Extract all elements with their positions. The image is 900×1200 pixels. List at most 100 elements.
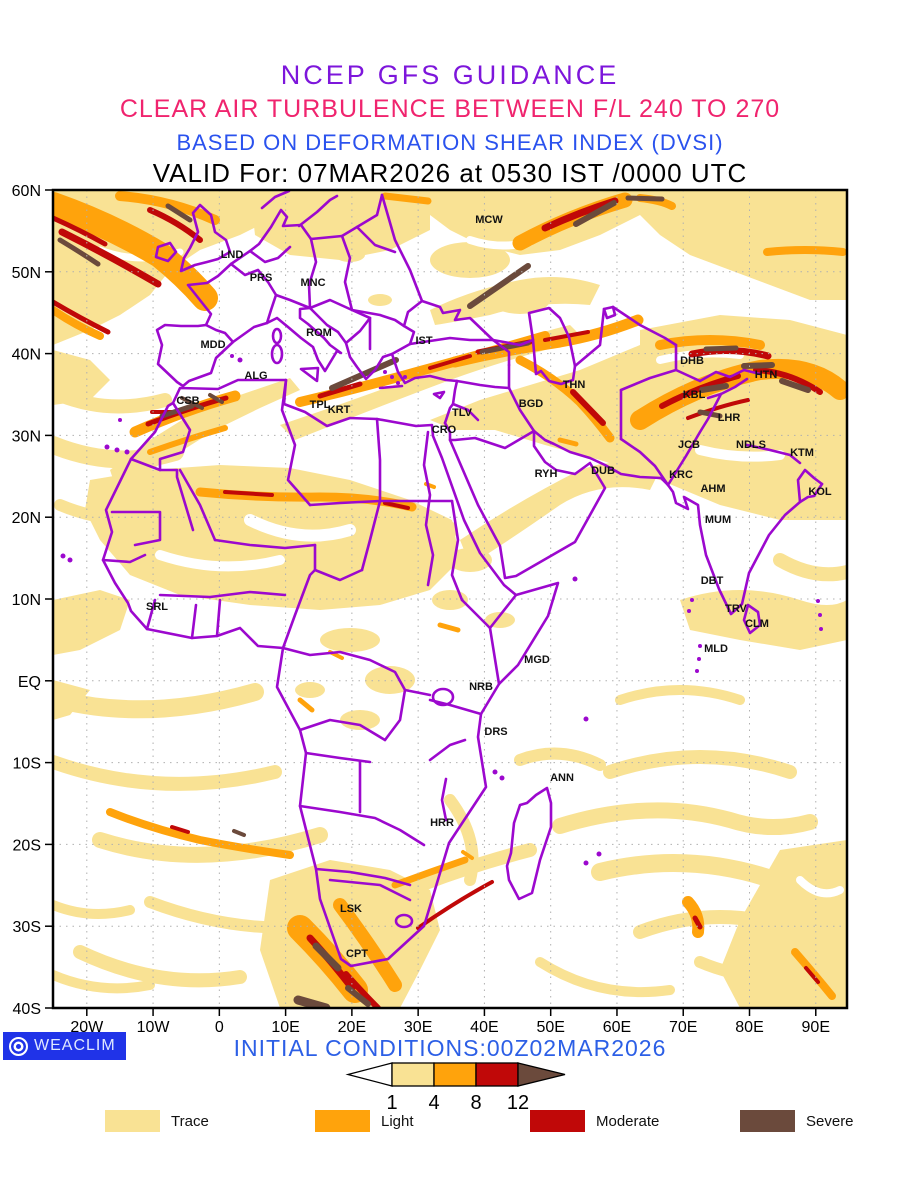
- lat-axis-label: 40S: [13, 1001, 41, 1018]
- colorbar-tick: 4: [428, 1092, 439, 1114]
- station-label-krt: KRT: [328, 404, 351, 416]
- lat-axis-label: 10N: [12, 592, 41, 609]
- station-label-mdd: MDD: [200, 339, 225, 351]
- station-label-krc: KRC: [669, 469, 693, 481]
- boundary-layer: [60, 190, 824, 968]
- lat-axis-label: 30N: [12, 428, 41, 445]
- station-label-prs: PRS: [250, 272, 273, 284]
- lat-axis-label: 20S: [13, 837, 41, 854]
- lon-axis-label: 20W: [70, 1019, 104, 1036]
- legend-label-light: Light: [381, 1112, 414, 1130]
- lon-axis-label: 40E: [470, 1019, 498, 1036]
- island-dots: [60, 354, 823, 866]
- lon-axis-label: 60E: [603, 1019, 631, 1036]
- weaclim-logo-label: WEACLIM: [34, 1037, 116, 1054]
- lat-axis-label: 20N: [12, 510, 41, 527]
- station-label-srl: SRL: [146, 601, 168, 613]
- station-label-ist: IST: [415, 335, 432, 347]
- colorbar-right-arrow: [517, 1062, 566, 1087]
- station-label-trv: TRV: [725, 603, 747, 615]
- station-label-lsk: LSK: [340, 903, 362, 915]
- station-label-ann: ANN: [550, 772, 574, 784]
- colorbar-cell-trace: [391, 1062, 435, 1087]
- legend-swatch-moderate: [530, 1110, 585, 1132]
- station-label-clm: CLM: [745, 618, 769, 630]
- axis-ticks: [45, 189, 817, 1016]
- station-label-dbt: DBT: [701, 575, 724, 587]
- colorbar-cell-moderate: [475, 1062, 519, 1087]
- station-label-rom: ROM: [306, 327, 332, 339]
- legend-item-light: Light: [315, 1110, 414, 1132]
- station-label-mum: MUM: [705, 514, 731, 526]
- station-label-ktm: KTM: [790, 447, 814, 459]
- legend-item-trace: Trace: [105, 1110, 209, 1132]
- station-label-cpt: CPT: [346, 948, 368, 960]
- legend-label-severe: Severe: [806, 1112, 854, 1130]
- station-label-jcb: JCB: [678, 439, 700, 451]
- severity-legend: Trace Light Moderate Severe: [0, 1110, 900, 1140]
- station-label-mld: MLD: [704, 643, 728, 655]
- lat-axis-label: 40N: [12, 347, 41, 364]
- lon-axis-label: 50E: [536, 1019, 564, 1036]
- station-label-ryh: RYH: [535, 468, 558, 480]
- station-label-cro: CRO: [432, 424, 457, 436]
- station-label-ahm: AHM: [700, 483, 725, 495]
- legend-swatch-severe: [740, 1110, 795, 1132]
- station-label-ndls: NDLS: [736, 439, 766, 451]
- lat-axis-label: 60N: [12, 183, 41, 200]
- lon-axis-label: 10E: [271, 1019, 299, 1036]
- lon-axis-label: 30E: [404, 1019, 432, 1036]
- station-label-mgd: MGD: [524, 654, 550, 666]
- station-label-drs: DRS: [484, 726, 507, 738]
- lon-axis-label: 70E: [669, 1019, 697, 1036]
- legend-swatch-trace: [105, 1110, 160, 1132]
- title-model: NCEP GFS GUIDANCE: [280, 60, 620, 90]
- lat-axis-label: 10S: [13, 756, 41, 773]
- station-label-mcw: MCW: [475, 214, 503, 226]
- station-label-htn: HTN: [755, 369, 778, 381]
- station-label-tlv: TLV: [452, 407, 473, 419]
- title-product: CLEAR AIR TURBULENCE BETWEEN F/L 240 TO …: [119, 95, 781, 123]
- station-label-kol: KOL: [808, 486, 832, 498]
- title-valid-time: VALID For: 07MAR2026 at 0530 IST /0000 U…: [152, 158, 748, 188]
- weaclim-ring-icon: [9, 1036, 28, 1056]
- station-label-mnc: MNC: [300, 277, 325, 289]
- lat-axis-label: 50N: [12, 265, 41, 282]
- lon-axis-label: 90E: [802, 1019, 830, 1036]
- station-label-dhb: DHB: [680, 355, 704, 367]
- colorbar-tick: 8: [470, 1092, 481, 1114]
- station-label-kbl: KBL: [683, 389, 706, 401]
- legend-label-moderate: Moderate: [596, 1112, 660, 1130]
- legend-label-trace: Trace: [171, 1112, 209, 1130]
- station-label-lhr: LHR: [718, 412, 741, 424]
- colorbar-cell-light: [433, 1062, 477, 1087]
- station-label-nrb: NRB: [469, 681, 493, 693]
- legend-item-severe: Severe: [740, 1110, 854, 1132]
- title-method: BASED ON DEFORMATION SHEAR INDEX (DVSI): [176, 130, 724, 155]
- legend-swatch-light: [315, 1110, 370, 1132]
- station-label-hrr: HRR: [430, 817, 454, 829]
- lon-axis-label: 0: [215, 1019, 224, 1036]
- lon-axis-label: 10W: [137, 1019, 171, 1036]
- lat-axis-label: 30S: [13, 919, 41, 936]
- initial-conditions-text: INITIAL CONDITIONS:00Z02MAR2026: [233, 1035, 667, 1061]
- station-label-csb: CSB: [176, 395, 199, 407]
- station-label-lnd: LND: [221, 249, 244, 261]
- weaclim-logo-badge: WEACLIM: [3, 1032, 126, 1060]
- axis-labels: 20W 10W 0 10E 20E 30E 40E 50E 60E 70E 80E 90E 60N 50N…: [12, 183, 830, 1036]
- colorbar-tick: 1: [386, 1092, 397, 1114]
- legend-item-moderate: Moderate: [530, 1110, 659, 1132]
- station-label-bgd: BGD: [519, 398, 544, 410]
- station-label-thn: THN: [563, 379, 586, 391]
- lon-axis-label: 20E: [338, 1019, 366, 1036]
- lat-axis-label: EQ: [18, 674, 41, 691]
- station-label-alg: ALG: [244, 370, 267, 382]
- severity-colorbar: 1 4 8 12: [345, 1062, 566, 1114]
- station-label-dub: DUB: [591, 465, 615, 477]
- station-label-tpl: TPL: [310, 399, 331, 411]
- colorbar-tick: 12: [507, 1092, 529, 1114]
- lon-axis-label: 80E: [735, 1019, 763, 1036]
